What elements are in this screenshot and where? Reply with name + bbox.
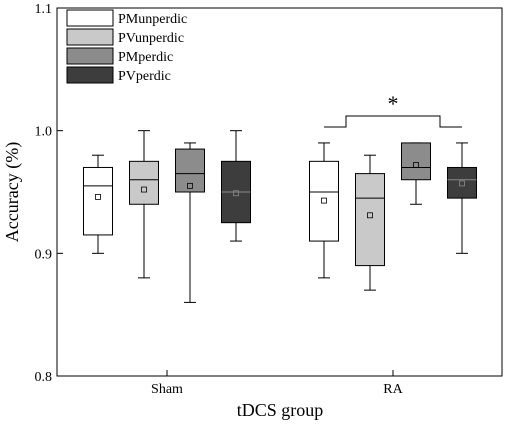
legend-label-3: PMperdic: [118, 50, 173, 65]
y-tick-label: 0.8: [35, 370, 53, 385]
box-series: [83, 130, 477, 303]
mean-marker: [367, 212, 373, 219]
mean-marker: [321, 197, 327, 204]
mean-marker: [413, 162, 419, 168]
box-ra-pmunperdic: [309, 142, 339, 279]
iqr-box: [129, 160, 159, 205]
y-tick-label: 1.0: [35, 125, 53, 140]
x-tick-label: RA: [383, 382, 403, 397]
legend-label-4: PVperdic: [118, 69, 171, 84]
iqr-box: [447, 166, 477, 199]
legend-label-2: PVunperdic: [118, 31, 184, 46]
legend-swatch-2: [66, 28, 114, 46]
iqr-box: [309, 160, 339, 242]
y-axis-ticks: 0.8 0.9 1.0 1.1: [35, 2, 63, 385]
box-sham-pmunperdic: [83, 154, 113, 254]
box-sham-pvperdic: [221, 130, 251, 242]
legend-swatch-4: [66, 66, 114, 84]
x-tick-label: Sham: [151, 382, 183, 397]
mean-marker: [233, 190, 239, 197]
plot-area: [56, 7, 503, 377]
x-axis-ticks: Sham RA: [151, 370, 404, 397]
box-sham-pvunperdic: [129, 130, 159, 279]
significance-marker: *: [388, 91, 399, 116]
y-tick-label: 0.9: [35, 247, 53, 262]
box-ra-pvunperdic: [355, 154, 385, 291]
mean-marker: [459, 180, 465, 187]
legend-swatch-3: [66, 47, 114, 65]
plot-frame: [56, 7, 503, 377]
significance-bracket: [324, 115, 462, 128]
box-sham-pmperdic: [175, 142, 205, 303]
x-axis-title: tDCS group: [237, 400, 324, 420]
mean-marker: [187, 182, 193, 189]
box-ra-pmperdic: [401, 142, 431, 205]
significance-annotation: *: [324, 91, 462, 128]
iqr-box: [401, 142, 431, 181]
mean-marker: [95, 194, 101, 200]
iqr-box: [355, 173, 385, 267]
iqr-box: [175, 148, 205, 193]
y-axis-title: Accuracy (%): [2, 142, 23, 242]
legend-swatch-1: [66, 9, 114, 27]
legend: PMunperdic PVunperdic PMperdic PVperdic: [66, 9, 187, 84]
iqr-box: [83, 166, 113, 236]
mean-marker: [141, 186, 147, 193]
box-ra-pvperdic: [447, 142, 477, 254]
legend-label-1: PMunperdic: [118, 12, 187, 27]
y-tick-label: 1.1: [35, 2, 53, 17]
